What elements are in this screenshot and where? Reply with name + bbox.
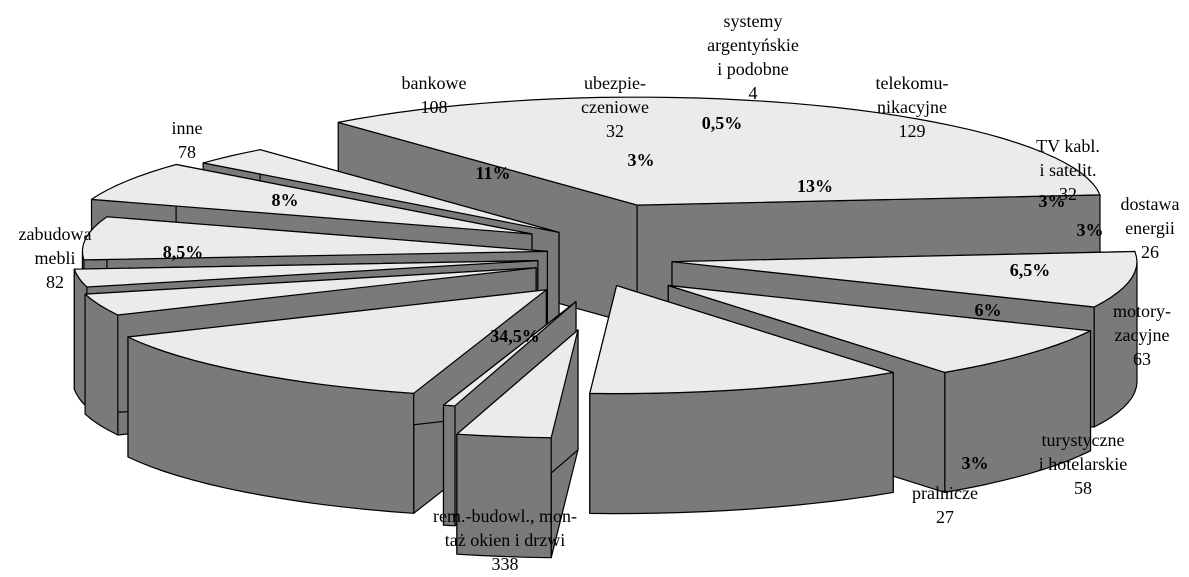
slice-percent-label: 8% [272,190,299,210]
slice-category-label: dostawa energii 26 [1121,194,1180,262]
slice-percent-label: 3% [1039,191,1066,211]
slice-percent-label: 3% [628,150,655,170]
slice-percent-label: 3% [1077,220,1104,240]
slice-category-label: telekomu-nikacyjne 129 [876,73,949,141]
pie-slice [589,285,894,515]
pie-slices [73,96,1138,559]
slice-category-label: systemy argentyńskie i podobne 4 [707,11,799,103]
slice-category-label: motory-zacyjne 63 [1113,301,1171,369]
slice-percent-label: 8,5% [163,242,204,262]
slice-percent-label: 6% [975,300,1002,320]
pie-labels: rem.-budowl., mon-taż okien i drzwi 338 34… [19,11,1180,574]
slice-category-label: ubezpie-czeniowe 32 [581,73,649,141]
slice-category-label: rem.-budowl., mon-taż okien i drzwi 338 [433,506,577,574]
slice-percent-label: 3% [962,453,989,473]
slice-percent-label: 34,5% [490,326,540,346]
pie-slice [456,329,579,559]
slice-category-label: pralnicze 27 [912,483,978,527]
slice-percent-label: 11% [475,163,510,183]
slice-percent-label: 6,5% [1010,260,1051,280]
slice-category-label: inne 78 [172,118,203,162]
slice-category-label: turystyczne i hotelarskie 58 [1039,430,1127,498]
slice-percent-label: 0,5% [702,113,743,133]
slice-category-label: zabudowa mebli 82 [19,224,92,292]
slice-category-label: TV kabl. i satelit. 32 [1036,136,1100,204]
slice-percent-label: 13% [797,176,833,196]
slice-category-label: bankowe 108 [402,73,467,117]
